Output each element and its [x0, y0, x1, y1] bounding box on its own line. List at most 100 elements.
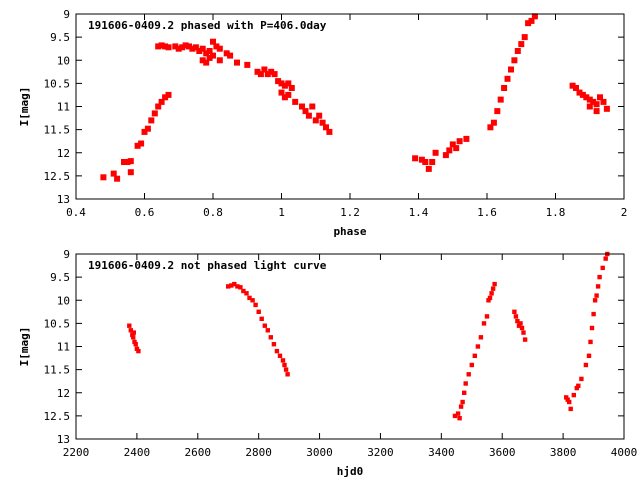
phased-data-point [100, 174, 107, 181]
unphased-data-point [259, 316, 264, 321]
unphased-data-point [564, 395, 569, 400]
phased-x-tick-label: 1.4 [409, 206, 429, 219]
phased-data-point [144, 125, 151, 132]
phased-x-tick-label: 0.4 [66, 206, 86, 219]
phased-data-point [569, 82, 576, 89]
phased-data-point [305, 112, 312, 119]
unphased-data-point [226, 284, 231, 289]
unphased-data-point [600, 265, 605, 271]
unphased-y-tick-label: 13 [57, 433, 70, 446]
unphased-data-point [131, 330, 136, 335]
phased-data-point [268, 68, 275, 75]
unphased-data-point [127, 323, 132, 328]
unphased-data-point [492, 281, 497, 287]
phased-data-point [134, 142, 141, 149]
phased-data-point [418, 156, 425, 163]
unphased-data-point [519, 325, 525, 331]
unphased-data-point [574, 385, 579, 391]
phased-data-point [210, 52, 216, 59]
unphased-data-point [592, 298, 598, 303]
phased-data-point [583, 94, 590, 101]
unphased-data-point [466, 372, 471, 377]
unphased-data-point [136, 348, 141, 354]
unphased-data-point [262, 323, 267, 328]
phased-data-point [422, 159, 429, 165]
phased-data-point [199, 45, 206, 52]
unphased-x-tick-label: 2200 [63, 446, 90, 459]
unphased-data-point [565, 397, 570, 402]
phased-data-point [323, 124, 329, 131]
phased-data-point [192, 44, 199, 51]
unphased-data-point [274, 348, 280, 354]
unphased-data-point [265, 328, 270, 333]
phased-x-tick-label: 1 [278, 206, 285, 219]
phased-data-point [514, 48, 521, 54]
phased-data-point [446, 147, 453, 154]
phased-data-point [216, 45, 223, 52]
unphased-data-point [285, 372, 290, 377]
phased-data-point [487, 124, 494, 131]
unphased-y-axis-label: I[mag] [18, 327, 31, 367]
phased-data-point [531, 13, 538, 20]
unphased-data-point [571, 392, 576, 398]
phased-data-point [210, 38, 216, 45]
unphased-data-point [472, 353, 477, 358]
phased-data-point [576, 89, 583, 96]
phased-data-point [172, 43, 179, 50]
unphased-data-point [250, 298, 255, 303]
unphased-data-point [489, 291, 494, 296]
phased-y-tick-label: 12 [57, 147, 70, 160]
phased-data-point [127, 169, 134, 176]
phased-data-point [442, 152, 449, 159]
phased-points [100, 13, 610, 182]
phased-data-point [429, 159, 436, 165]
phased-data-point [586, 103, 593, 110]
phased-data-point [138, 140, 145, 147]
phased-x-axis-label: phase [333, 225, 366, 238]
phased-y-tick-label: 9.5 [50, 31, 70, 44]
phased-data-point [501, 85, 508, 91]
unphased-data-point [268, 335, 273, 340]
phased-data-point [603, 105, 610, 112]
unphased-data-point [567, 399, 572, 405]
phased-data-point [309, 103, 316, 110]
unphased-data-point [130, 332, 135, 338]
phased-data-point [264, 71, 271, 78]
phased-data-point [158, 42, 165, 49]
unphased-data-point [256, 309, 261, 314]
phased-data-point [281, 82, 288, 89]
unphased-y-tick-label: 11 [57, 341, 70, 354]
unphased-data-point [589, 325, 595, 331]
phased-x-tick-label: 2 [621, 206, 628, 219]
phased-data-point [121, 159, 127, 165]
phased-data-point [453, 145, 460, 152]
phased-data-point [199, 57, 206, 64]
unphased-data-point [271, 342, 277, 347]
unphased-data-point [591, 311, 596, 317]
unphased-data-point [576, 383, 581, 388]
phased-data-point [281, 94, 288, 101]
phased-light-curve-chart: 0.4 0.6 0.8 1 1.2 1.4 1.6 1.8 2 9 9.5 10 10.5 11 11.5 1… [18, 8, 627, 238]
unphased-y-tick-label: 9 [63, 248, 70, 261]
phased-data-point [521, 34, 528, 41]
unphased-data-point [516, 323, 522, 328]
phased-data-point [292, 98, 299, 105]
phased-x-tick-label: 0.8 [203, 206, 223, 219]
unphased-data-point [512, 309, 517, 314]
unphased-data-point [586, 353, 592, 358]
phased-data-point [600, 98, 607, 105]
unphased-y-tick-label: 12.5 [44, 410, 71, 423]
phased-data-point [518, 41, 525, 48]
unphased-data-point [490, 286, 496, 291]
phased-data-point [206, 54, 213, 61]
phased-data-point [597, 94, 603, 101]
phased-data-point [196, 48, 203, 54]
phased-data-point [271, 71, 278, 78]
phased-data-point [528, 17, 535, 24]
phased-data-point [227, 52, 234, 59]
unphased-data-point [133, 342, 138, 347]
unphased-data-point [588, 339, 593, 345]
unphased-data-point [478, 335, 484, 340]
phased-data-point [319, 119, 326, 126]
phased-x-tick-label: 1.2 [340, 206, 360, 219]
